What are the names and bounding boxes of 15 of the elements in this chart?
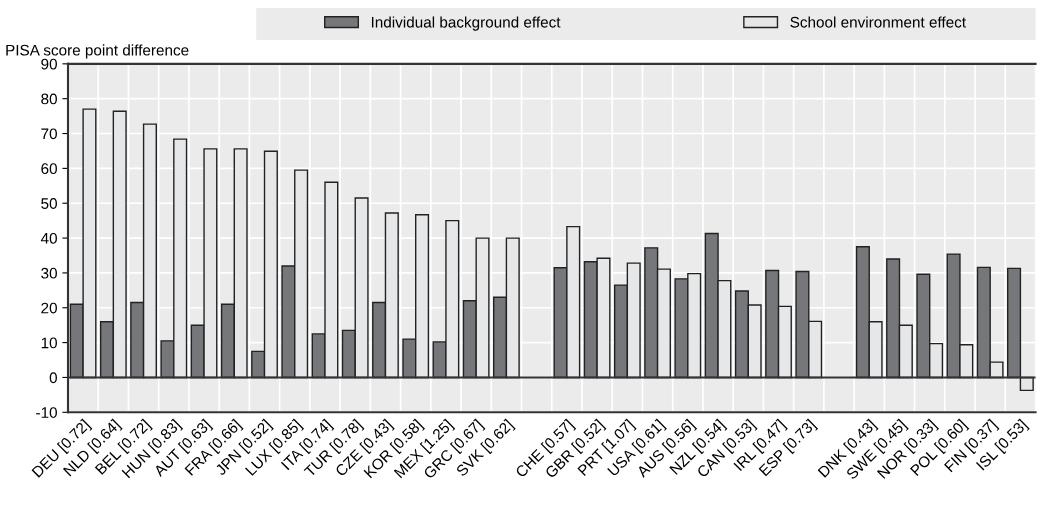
y-tick-label: 60 (41, 163, 57, 175)
y-tick-label: 30 (41, 267, 57, 279)
legend-label: Individual background effect (371, 16, 561, 31)
y-axis-title: PISA score point difference (6, 44, 189, 59)
y-tick-label: -10 (36, 407, 57, 418)
y-tick-label: 20 (41, 302, 57, 314)
y-tick-label: 0 (49, 372, 57, 384)
y-tick-label: 50 (41, 198, 57, 209)
y-tick-label: 10 (41, 337, 57, 349)
y-tick-label: 70 (41, 128, 57, 140)
bar (1007, 267, 1022, 379)
y-tick-label: 90 (41, 58, 57, 70)
y-tick-label: 80 (41, 93, 57, 105)
y-tick-label: 40 (40, 232, 57, 244)
legend-label: School environment effect (790, 16, 966, 28)
